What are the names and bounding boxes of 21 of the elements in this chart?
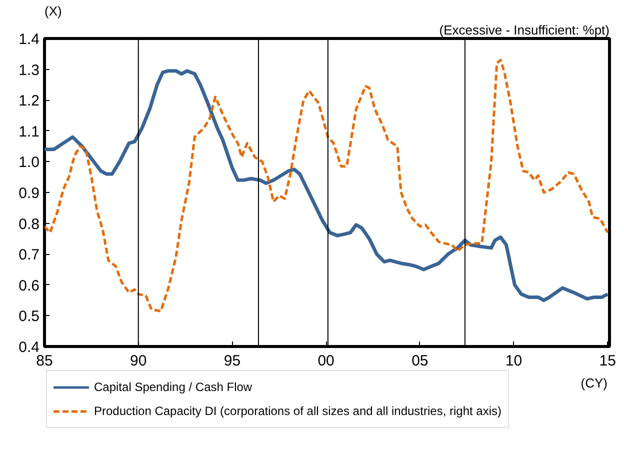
x-tick-label: 15 xyxy=(599,352,616,370)
y2-axis-title: (Excessive - Insufficient: %pt) xyxy=(439,22,610,38)
y-tick-label: 1.3 xyxy=(18,62,40,79)
x-tick-label: 95 xyxy=(224,352,241,370)
y-tick-label: 0.9 xyxy=(18,185,40,202)
x-tick-label: 05 xyxy=(412,352,428,370)
x-tick-label: 90 xyxy=(130,352,147,370)
y-tick-label: 0.5 xyxy=(18,308,40,326)
y-axis-title: (X) xyxy=(44,4,62,18)
legend-label: Production Capacity DI (corporations of all sizes and all industries, right axis) xyxy=(94,404,502,418)
y-tick-label: 1.4 xyxy=(18,31,40,48)
text: (CY) xyxy=(580,376,608,390)
legend-label: Capital Spending / Cash Flow xyxy=(94,380,252,394)
y-tick-label: 0.7 xyxy=(18,246,40,264)
y-tick-label: 1.1 xyxy=(18,123,40,140)
x-tick-label: 00 xyxy=(318,352,334,370)
x-tick-label: 10 xyxy=(505,352,522,370)
y-tick-label: 0.8 xyxy=(18,216,40,233)
y-tick-label: 0.6 xyxy=(18,277,40,294)
y-tick-label: 1.0 xyxy=(18,154,40,172)
y-tick-label: 1.2 xyxy=(18,92,40,110)
